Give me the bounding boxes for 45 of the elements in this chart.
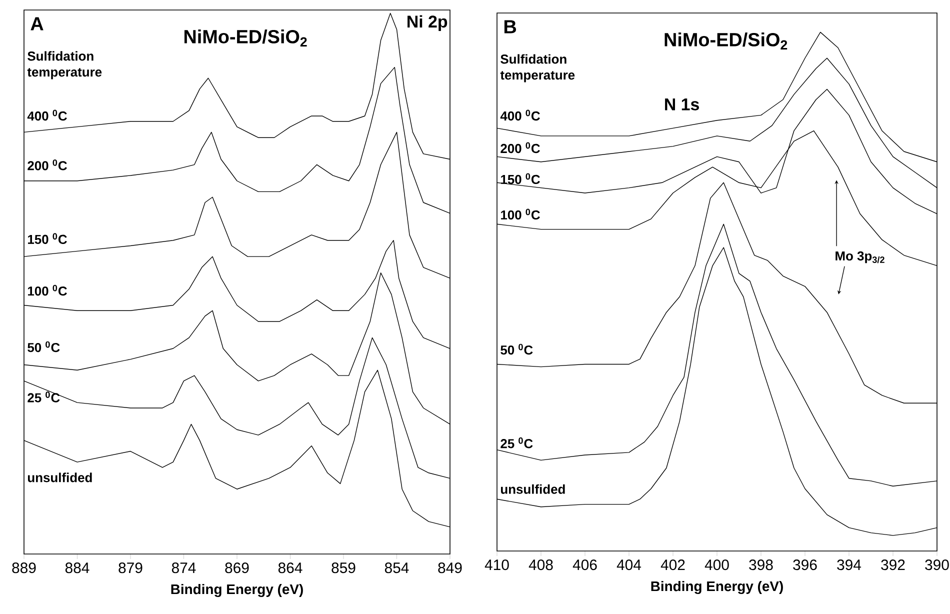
legend-title: Sulfidation temperature	[27, 51, 102, 80]
x-tick-label: 874	[172, 562, 196, 574]
series-label: 150 $^{0}$C	[28, 233, 67, 244]
series-label: 25 $^{0}$C	[500, 437, 533, 448]
x-tick-label: 402	[660, 560, 685, 570]
annotation: B	[504, 20, 516, 34]
x-tick-label: 394	[837, 560, 862, 570]
x-tick-label: 410	[484, 560, 509, 570]
x-tick-label: 869	[225, 562, 249, 574]
series-label: 100 $^{0}$C	[28, 284, 67, 296]
x-tick-label: 390	[925, 560, 949, 570]
x-axis-title: Binding Energy (eV)	[171, 584, 303, 597]
series-label: 400 $^{0}$C	[27, 110, 67, 121]
series-label: 200 $^{0}$C	[28, 159, 67, 170]
x-tick-label: 406	[572, 560, 597, 570]
x-tick-label: 864	[278, 562, 302, 574]
series-label: unsulfided	[500, 484, 565, 494]
series-label: 200 $^{0}$C	[500, 142, 540, 154]
chart-title: NiMo-ED/SiO$_{2}$	[664, 32, 788, 50]
x-tick-label: 396	[793, 560, 817, 570]
annotation: N 1s	[665, 98, 699, 110]
x-tick-label: 859	[332, 562, 356, 574]
series-label: unsulfided	[28, 472, 92, 482]
x-tick-label: 884	[65, 562, 90, 574]
series-label: 25 $^{0}$C	[28, 392, 60, 402]
annotation: Mo 3p$_{3/2}$	[836, 251, 884, 264]
series-label: 50 $^{0}$C	[500, 344, 533, 355]
x-tick-label: 854	[384, 562, 409, 574]
x-tick-label: 392	[881, 560, 905, 570]
series-label: 400 $^{0}$C	[500, 110, 540, 121]
x-tick-label: 400	[704, 560, 729, 570]
series-label: 100 $^{0}$C	[501, 208, 540, 220]
x-tick-label: 879	[118, 562, 142, 574]
legend-title: Sulfidation temperature	[500, 54, 575, 82]
series-label: 50 $^{0}$C	[28, 341, 60, 352]
x-axis-title: Binding Energy (eV)	[651, 580, 783, 594]
annotation: A	[30, 17, 44, 30]
series-label: 150 $^{0}$C	[501, 173, 540, 184]
x-tick-label: 849	[438, 562, 462, 574]
annotation: Ni 2p	[408, 15, 448, 31]
x-tick-label: 889	[12, 562, 36, 574]
text: NiMo-ED/SiO$_{2}$	[184, 29, 307, 47]
x-tick-label: 398	[749, 560, 773, 570]
x-tick-label: 408	[528, 560, 553, 570]
x-tick-label: 404	[616, 560, 642, 570]
